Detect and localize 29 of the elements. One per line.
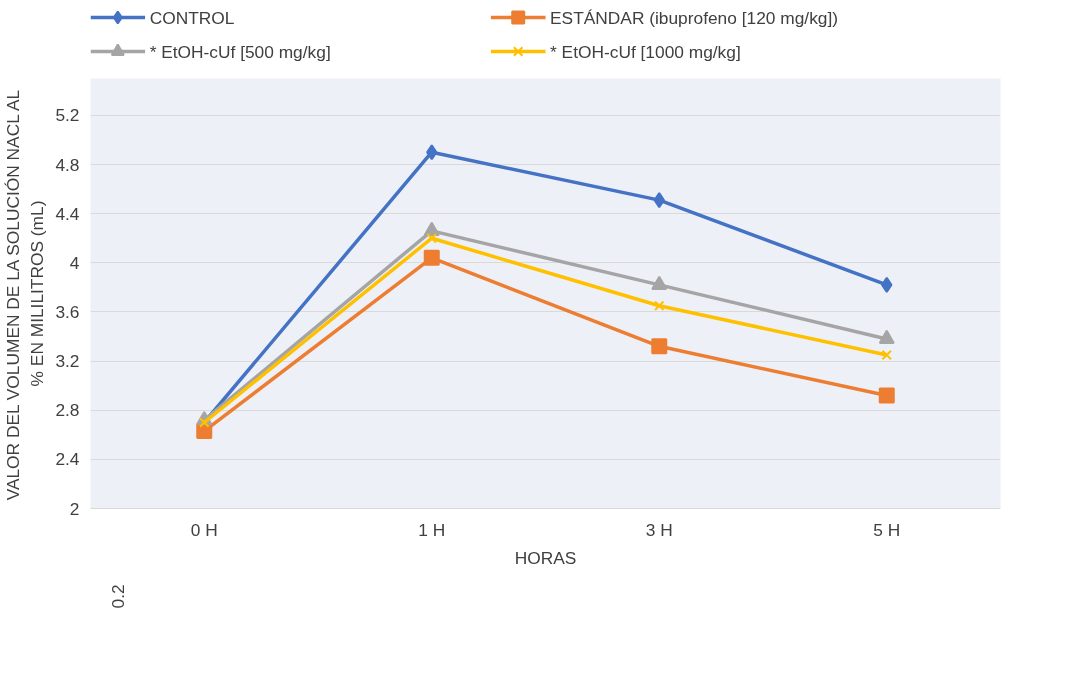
y-tick-label: 2.8 bbox=[55, 400, 80, 421]
y-tick-label: 2 bbox=[69, 498, 80, 519]
point bbox=[653, 192, 665, 209]
point bbox=[423, 249, 440, 266]
text: 0.2 bbox=[107, 584, 128, 609]
x-tick-label: 3 H bbox=[645, 519, 673, 540]
point bbox=[881, 276, 893, 293]
x-tick-label: 0 H bbox=[190, 519, 218, 540]
point bbox=[426, 232, 437, 244]
point bbox=[651, 338, 668, 355]
legend-label: ESTÁNDAR (ibuprofeno [120 mg/kg]) bbox=[550, 7, 839, 28]
point bbox=[881, 349, 892, 361]
point bbox=[654, 300, 665, 312]
y-tick-label: 4.8 bbox=[55, 154, 80, 175]
legend-label: CONTROL bbox=[149, 7, 235, 28]
y-tick-label: 4.4 bbox=[55, 203, 80, 224]
x-tick-label: 1 H bbox=[418, 519, 446, 540]
point bbox=[878, 387, 895, 404]
x-tick-label: 5 H bbox=[873, 519, 901, 540]
x-axis-title: HORAS bbox=[514, 547, 577, 568]
legend-label: * EtOH-cUf [1000 mg/kg] bbox=[550, 41, 741, 62]
y-tick-label: 5.2 bbox=[55, 105, 80, 126]
y-tick-label: 4 bbox=[69, 252, 80, 273]
y-axis-title: VALOR DEL VOLUMEN DE LA SOLUCIÓN NACL AL % EN MILILITROS (mL) bbox=[3, 89, 48, 501]
legend-label: * EtOH-cUf [500 mg/kg] bbox=[149, 41, 331, 62]
y-tick-label: 3.6 bbox=[55, 301, 80, 322]
point bbox=[426, 144, 438, 161]
y-tick-label: 3.2 bbox=[55, 351, 80, 372]
y-tick-label: 2.4 bbox=[55, 449, 80, 470]
